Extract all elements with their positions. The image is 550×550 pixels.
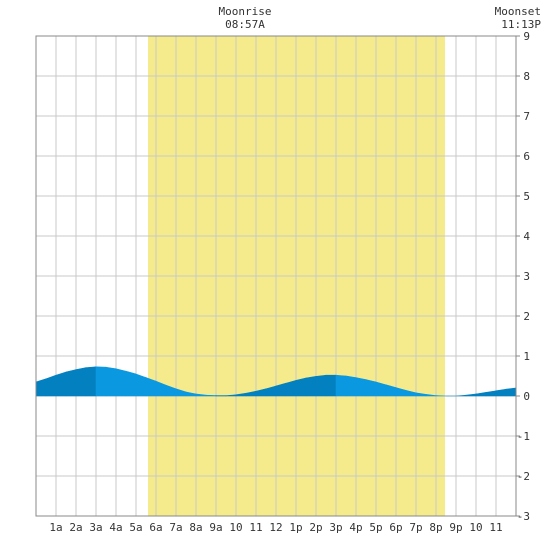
tide-segment [115, 368, 127, 397]
moon-event-time: 08:57A [225, 18, 265, 31]
tide-segment [305, 376, 317, 397]
tide-segment [325, 374, 337, 397]
x-tick-label: 7p [409, 521, 422, 534]
x-tick-label: 9a [209, 521, 222, 534]
tide-segment [335, 374, 347, 397]
y-axis-ticks: -3 -2 -1 0 1 2 3 4 5 6 7 8 9 [516, 30, 530, 523]
x-tick-label: 3p [329, 521, 342, 534]
tide-segment [105, 366, 117, 397]
tide-segment [95, 366, 107, 397]
tide-segment [365, 379, 377, 397]
y-tick-label: -1 [517, 430, 530, 443]
tide-segment [205, 394, 217, 397]
y-tick-label: 5 [523, 190, 530, 203]
x-tick-label: 5a [129, 521, 142, 534]
tide-segment [35, 378, 47, 397]
tide-segment [65, 369, 77, 397]
x-axis-ticks: 1a 2a 3a 4a 5a 6a 7a 8a 9a 10 11 12 1p 2p 3p 4p 5p 6p 7p 8p… [49, 521, 502, 534]
y-tick-label: 0 [523, 390, 530, 403]
y-tick-label: 4 [523, 230, 530, 243]
x-tick-label: 1p [289, 521, 302, 534]
moon-event-label: Moonset [495, 5, 541, 18]
x-tick-label: 11 [489, 521, 502, 534]
x-tick-label: 6p [389, 521, 402, 534]
tide-segment [285, 380, 297, 397]
x-tick-label: 8p [429, 521, 442, 534]
y-tick-label: 2 [523, 310, 530, 323]
x-tick-label: 3a [89, 521, 102, 534]
tide-segment [295, 377, 307, 397]
x-tick-label: 1a [49, 521, 62, 534]
y-tick-label: 7 [523, 110, 530, 123]
x-tick-label: 7a [169, 521, 182, 534]
tide-segment [125, 370, 137, 397]
x-tick-label: 5p [369, 521, 382, 534]
tide-segment [55, 371, 67, 397]
moon-event-label: Moonrise [219, 5, 272, 18]
x-tick-label: 4p [349, 521, 362, 534]
tide-segment [315, 374, 327, 397]
x-tick-label: 11 [249, 521, 262, 534]
y-tick-label: -2 [517, 470, 530, 483]
moon-event-time: 11:13P [501, 18, 541, 31]
x-tick-label: 6a [149, 521, 162, 534]
x-tick-label: 4a [109, 521, 122, 534]
x-tick-label: 10 [469, 521, 482, 534]
x-tick-label: 2p [309, 521, 322, 534]
tide-area [35, 366, 517, 397]
tide-segment [75, 367, 87, 397]
y-tick-label: 6 [523, 150, 530, 163]
y-tick-label: -3 [517, 510, 530, 523]
y-tick-label: 1 [523, 350, 530, 363]
y-tick-label: 8 [523, 70, 530, 83]
tide-segment [505, 387, 517, 397]
x-tick-label: 9p [449, 521, 462, 534]
tide-segment [45, 374, 57, 397]
tide-segment [145, 377, 157, 397]
tide-segment [135, 373, 147, 397]
tide-segment [375, 381, 387, 397]
x-tick-label: 8a [189, 521, 202, 534]
y-tick-label: 3 [523, 270, 530, 283]
x-tick-label: 10 [229, 521, 242, 534]
tide-segment [345, 375, 357, 397]
tide-segment [355, 377, 367, 397]
grid-lines [36, 36, 516, 516]
y-tick-label: 9 [523, 30, 530, 43]
x-tick-label: 2a [69, 521, 82, 534]
tide-segment [85, 366, 97, 397]
x-tick-label: 12 [269, 521, 282, 534]
